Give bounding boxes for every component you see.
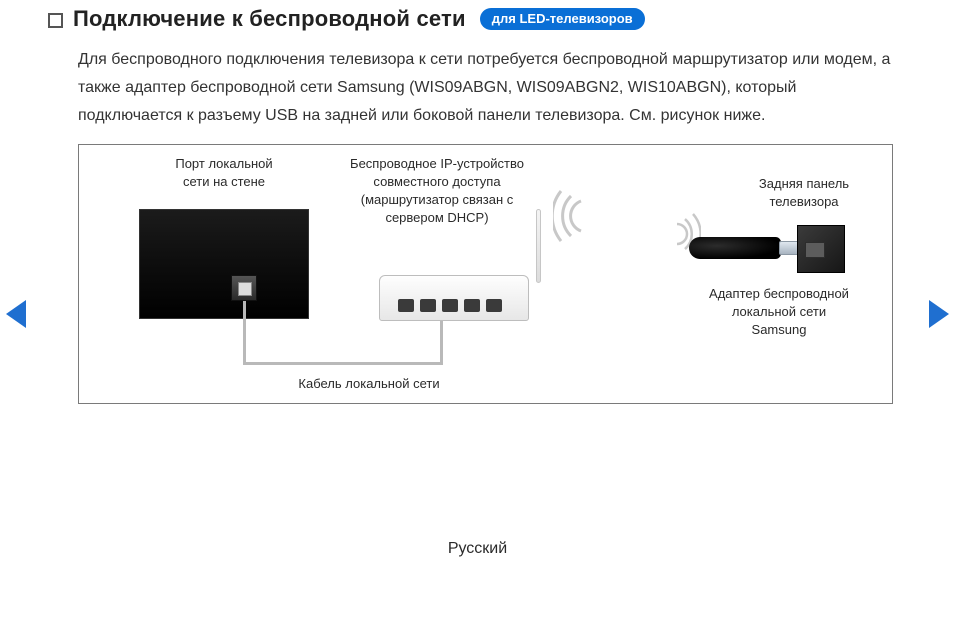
intro-paragraph: Для беспроводного подключения телевизора… [78,46,893,130]
router-antenna-icon [536,209,541,283]
connection-diagram: Порт локальной сети на стене Беспроводно… [78,144,893,404]
router-graphic [379,251,547,321]
router-body-icon [379,275,529,321]
section-title: Подключение к беспроводной сети [73,6,466,32]
router-port-icon [420,299,436,312]
lan-cable-label: Кабель локальной сети [259,375,479,393]
router-label-l3: (маршрутизатор связан с [317,191,557,209]
square-bullet-icon [48,13,63,28]
adapter-label: Адаптер беспроводной локальной сети Sams… [679,285,879,339]
next-page-button[interactable] [929,300,949,328]
wall-port-label: Порт локальной сети на стене [145,155,303,191]
led-tv-badge: для LED-телевизоров [480,8,645,30]
tv-back-label-l1: Задняя панель [719,175,889,193]
prev-page-button[interactable] [6,300,26,328]
tv-back-panel-graphic [797,225,845,273]
adapter-label-l1: Адаптер беспроводной [679,285,879,303]
wifi-waves-icon [553,181,607,251]
tv-back-label-l2: телевизора [719,193,889,211]
adapter-label-l3: Samsung [679,321,879,339]
router-port-icon [464,299,480,312]
router-label: Беспроводное IP-устройство совместного д… [317,155,557,227]
router-port-icon [398,299,414,312]
adapter-label-l2: локальной сети [679,303,879,321]
page-language-footer: Русский [0,540,955,558]
router-port-icon [442,299,458,312]
heading-row: Подключение к беспроводной сети для LED-… [48,6,908,32]
wlan-adapter-body-icon [689,237,781,259]
wall-port-label-l1: Порт локальной [145,155,303,173]
wall-lan-port-graphic [231,275,257,301]
tv-back-label: Задняя панель телевизора [719,175,889,211]
router-label-l1: Беспроводное IP-устройство [317,155,557,173]
lan-cable-graphic-2 [440,315,443,365]
router-label-l2: совместного доступа [317,173,557,191]
wlan-adapter-graphic [689,237,807,259]
wall-port-label-l2: сети на стене [145,173,303,191]
router-label-l4: сервером DHCP) [317,209,557,227]
router-port-icon [486,299,502,312]
